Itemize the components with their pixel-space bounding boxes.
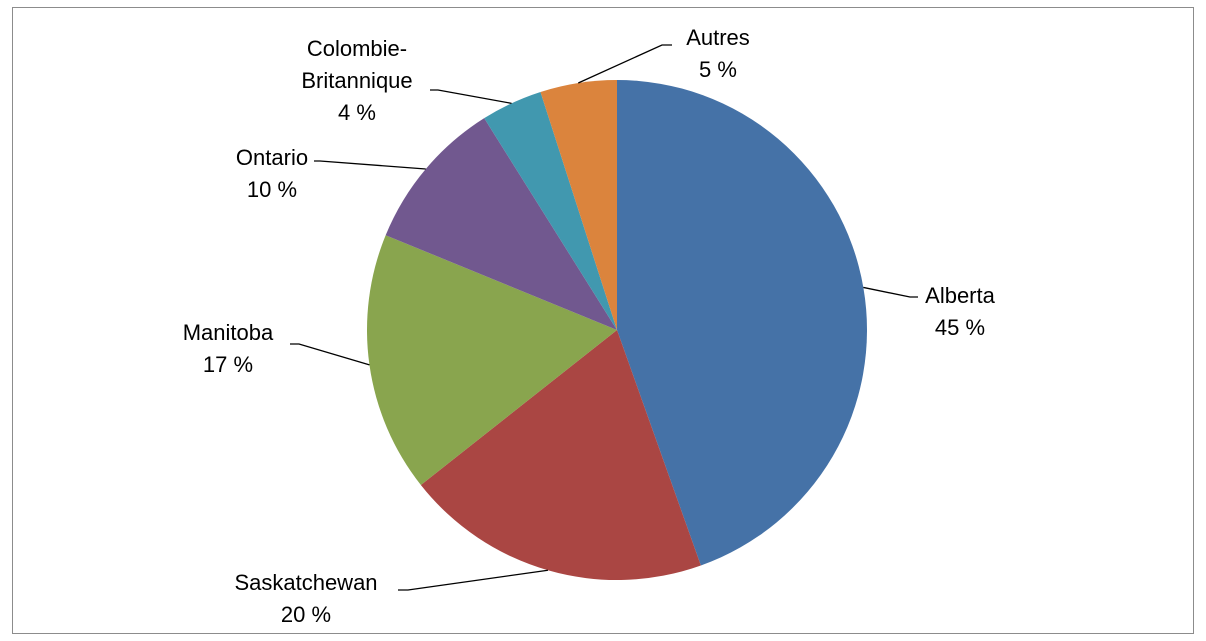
data-value-manitoba: 17 %: [203, 352, 253, 377]
pie-slices: [367, 80, 867, 580]
data-label-alberta: Alberta: [925, 283, 995, 308]
leader-lines: [290, 44, 918, 591]
pie-slice-autres: [540, 80, 617, 330]
leader-line-saskatchewan: [398, 569, 549, 591]
data-label-ontario: Ontario: [236, 145, 308, 170]
data-label-saskatchewan: Saskatchewan: [234, 570, 377, 595]
leader-line-alberta: [863, 286, 918, 298]
data-value-autres: 5 %: [699, 57, 737, 82]
leader-line-ontario: [314, 160, 426, 170]
pie-slice-saskatchewan: [420, 330, 701, 580]
data-labels: Alberta 45 % Saskatchewan 20 % Manitoba …: [183, 25, 996, 627]
pie-slice-alberta: [617, 80, 867, 566]
data-value-saskatchewan: 20 %: [281, 602, 331, 627]
leader-line-autres: [578, 44, 672, 84]
leader-line-colombie-britannique: [430, 89, 512, 104]
pie-slice-ontario: [385, 118, 617, 330]
data-label-colombie-britannique-line2: Britannique: [301, 68, 412, 93]
leader-line-manitoba: [290, 343, 370, 366]
data-label-colombie-britannique-line1: Colombie-: [307, 36, 407, 61]
data-value-ontario: 10 %: [247, 177, 297, 202]
pie-slice-colombie-britannique: [484, 91, 617, 330]
pie-slice-manitoba: [367, 235, 617, 486]
data-label-manitoba: Manitoba: [183, 320, 274, 345]
data-value-alberta: 45 %: [935, 315, 985, 340]
data-value-colombie-britannique: 4 %: [338, 100, 376, 125]
data-label-autres: Autres: [686, 25, 750, 50]
